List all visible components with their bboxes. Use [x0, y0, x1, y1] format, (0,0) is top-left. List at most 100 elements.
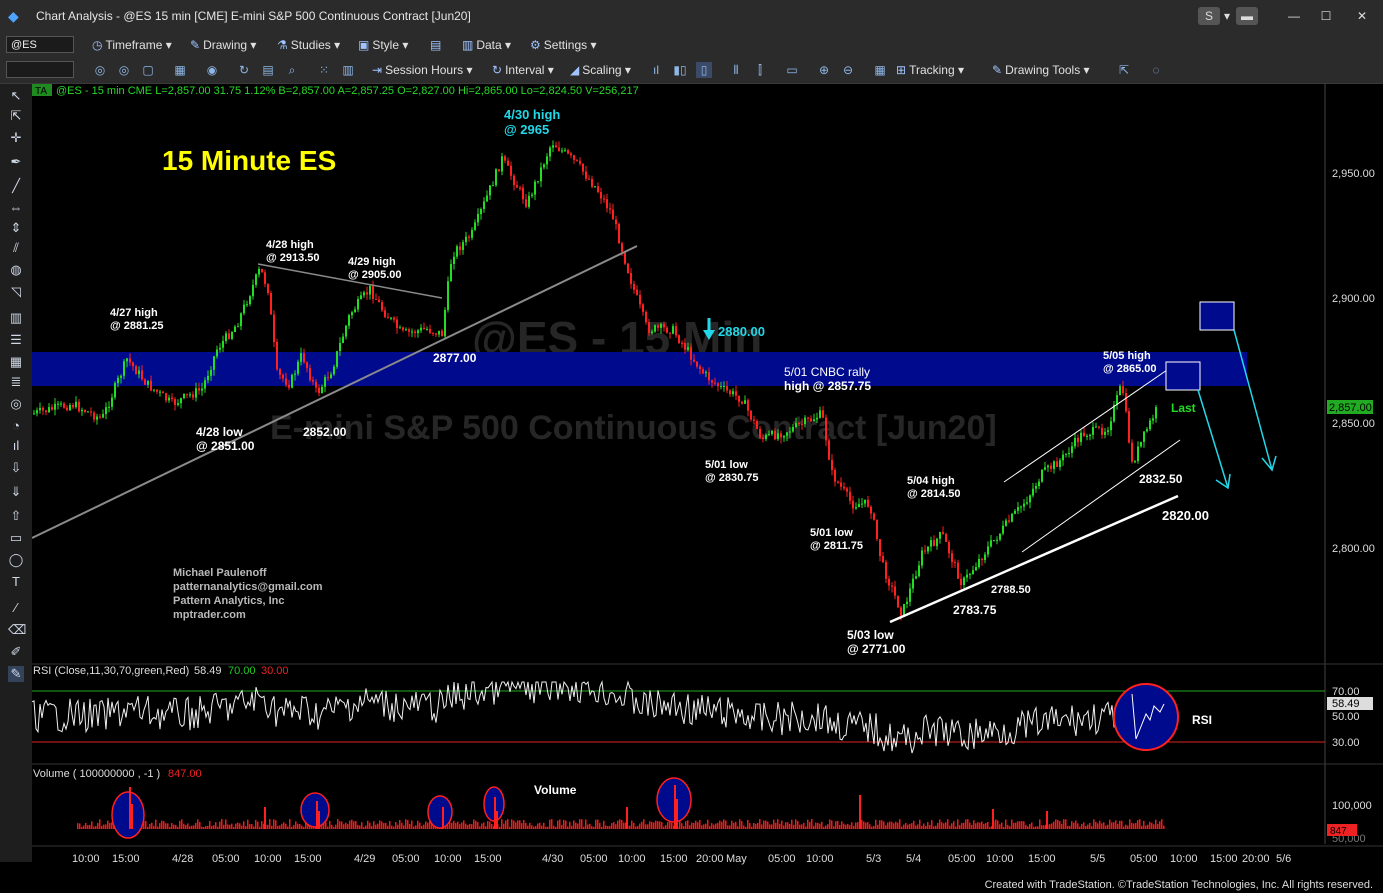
- symbol-input[interactable]: @ES: [6, 36, 74, 53]
- s-button[interactable]: S: [1198, 7, 1220, 25]
- resistance-band[interactable]: [32, 352, 1247, 386]
- erase-all-icon[interactable]: ⌫: [8, 622, 27, 637]
- rsi-label: RSI (Close,11,30,70,green,Red): [33, 665, 189, 677]
- rows-icon[interactable]: ☰: [10, 332, 22, 347]
- grid-icon[interactable]: ▦: [874, 63, 886, 77]
- s-dropdown-icon[interactable]: ▾: [1223, 9, 1231, 23]
- parallel-lines-icon[interactable]: ⫽: [13, 240, 19, 255]
- candle-body: [78, 401, 80, 412]
- studies-menu[interactable]: ⚗ Studies ▾: [277, 38, 341, 52]
- data-menu[interactable]: ▥ Data ▾: [462, 38, 512, 52]
- arc-icon[interactable]: ◔: [12, 418, 20, 433]
- channel-lower-line[interactable]: [1021, 439, 1181, 553]
- projection-arrow-1[interactable]: [1233, 329, 1273, 471]
- drawing-tools-menu[interactable]: ✎ Drawing Tools ▾: [992, 63, 1090, 77]
- text-tool-icon[interactable]: T: [12, 574, 20, 589]
- volume-bar: [795, 819, 797, 829]
- dots-grid-icon[interactable]: ⁙: [318, 63, 330, 77]
- eraser-icon[interactable]: ⁄: [14, 600, 18, 615]
- bars-window-icon[interactable]: ▥: [342, 63, 354, 77]
- vertical-line-icon[interactable]: ⇕: [10, 220, 22, 235]
- edit-icon[interactable]: ✎: [8, 666, 24, 682]
- style-menu[interactable]: ▣ Style ▾: [358, 38, 409, 52]
- link-button[interactable]: ▬: [1236, 7, 1258, 25]
- candle-style-icon[interactable]: ▮▯: [673, 63, 687, 77]
- layout-button[interactable]: ▤: [430, 37, 444, 54]
- arrow-up-shape-icon[interactable]: ⇧: [10, 508, 22, 523]
- volume-bar: [757, 822, 759, 829]
- volume-circle-3[interactable]: [427, 795, 453, 829]
- rectangle-icon[interactable]: ▭: [9, 530, 23, 545]
- horizontal-line-icon[interactable]: ⇔: [9, 200, 23, 215]
- volume-bar: [649, 821, 651, 829]
- session-hours-menu[interactable]: ⇥ Session Hours ▾: [372, 63, 473, 77]
- target-box-lower[interactable]: [1165, 361, 1201, 391]
- bar-style-icon[interactable]: ıl: [653, 63, 659, 77]
- trendline-icon[interactable]: ╱: [12, 178, 20, 193]
- tracking-menu[interactable]: ⊞ Tracking ▾: [896, 63, 964, 77]
- fibonacci-icon[interactable]: ◍: [10, 262, 22, 277]
- volume-circle-2[interactable]: [300, 792, 330, 828]
- chat-icon[interactable]: ◌: [1152, 63, 1160, 77]
- pen-icon[interactable]: ✒: [10, 154, 22, 169]
- volume-bar: [487, 821, 489, 829]
- spiral-icon[interactable]: ◉: [206, 63, 218, 77]
- settings-label: Settings: [543, 38, 588, 52]
- candle-body: [474, 222, 476, 230]
- refresh-icon[interactable]: ◎: [94, 63, 106, 77]
- settings-menu[interactable]: ⚙ Settings ▾: [530, 38, 597, 52]
- close-button[interactable]: ✕: [1356, 9, 1368, 23]
- target-box-upper[interactable]: [1199, 301, 1235, 331]
- candle-body: [438, 330, 440, 335]
- volume-bar: [511, 819, 513, 829]
- rsi-highlight-circle[interactable]: [1113, 683, 1179, 751]
- minimize-button[interactable]: —: [1288, 9, 1300, 23]
- candle-body: [684, 343, 686, 350]
- export-icon[interactable]: ⇱: [1118, 63, 1130, 77]
- chart-window-icon[interactable]: ▤: [262, 63, 274, 77]
- zoom-in-icon[interactable]: ⊕: [818, 63, 830, 77]
- spiral-tool-icon[interactable]: ◎: [10, 396, 22, 411]
- crosshair-icon[interactable]: ✛: [10, 130, 22, 145]
- author-company: Pattern Analytics, Inc: [173, 595, 284, 607]
- compress-icon[interactable]: ⫿: [758, 63, 762, 77]
- volume-profile-icon[interactable]: ıl: [12, 438, 20, 453]
- projection-arrow-2[interactable]: [1197, 389, 1229, 489]
- timeframe-menu[interactable]: ◷ Timeframe ▾: [92, 38, 172, 52]
- ellipse-icon[interactable]: ◯: [8, 552, 24, 567]
- scaling-menu[interactable]: ◢ Scaling ▾: [570, 63, 631, 77]
- bar-spacing-icon[interactable]: ⫴: [733, 63, 739, 77]
- interval-menu[interactable]: ↻ Interval ▾: [492, 63, 554, 77]
- columns-icon[interactable]: ▥: [9, 310, 23, 325]
- zoom-out-icon[interactable]: ⊖: [842, 63, 854, 77]
- falling-trendline-grey[interactable]: [257, 263, 443, 299]
- volume-circle-1[interactable]: [111, 791, 145, 839]
- hollow-candle-icon[interactable]: ▯: [696, 62, 712, 78]
- target-icon[interactable]: ◎: [118, 63, 130, 77]
- support-trendline-white[interactable]: [889, 494, 1179, 624]
- maximize-button[interactable]: ☐: [1320, 9, 1332, 23]
- pointer-icon[interactable]: ↖: [10, 88, 22, 103]
- search-chart-icon[interactable]: ⌕: [288, 63, 296, 77]
- volume-bar: [891, 821, 893, 829]
- drawing-menu[interactable]: ✎ Drawing ▾: [190, 38, 257, 52]
- arrow-down-shape-icon[interactable]: ⇓: [10, 484, 22, 499]
- volume-bar: [949, 825, 951, 829]
- channel-upper-line[interactable]: [1003, 367, 1171, 483]
- chart-area[interactable]: @ES - 15 Min E-mini S&P 500 Continuous C…: [32, 84, 1383, 878]
- interval-input[interactable]: [6, 61, 74, 78]
- cycle-icon[interactable]: ↻: [238, 63, 250, 77]
- fib-lines-icon[interactable]: ≣: [10, 374, 22, 389]
- down-arrow-tool-icon[interactable]: ⇩: [10, 460, 22, 475]
- expand-window-icon[interactable]: ▭: [786, 63, 798, 77]
- fib-grid-icon[interactable]: ▦: [9, 354, 23, 369]
- window-icon[interactable]: ▢: [142, 63, 154, 77]
- erase-lines-icon[interactable]: ✐: [10, 644, 22, 659]
- ruler-icon[interactable]: ◹: [11, 284, 21, 299]
- volume-bar: [657, 821, 659, 829]
- candle-body: [402, 327, 404, 331]
- symbol-window-icon[interactable]: ▦: [174, 63, 186, 77]
- select-icon[interactable]: ⇱: [10, 108, 22, 123]
- candle-body: [600, 192, 602, 199]
- rising-trendline-grey[interactable]: [32, 245, 638, 539]
